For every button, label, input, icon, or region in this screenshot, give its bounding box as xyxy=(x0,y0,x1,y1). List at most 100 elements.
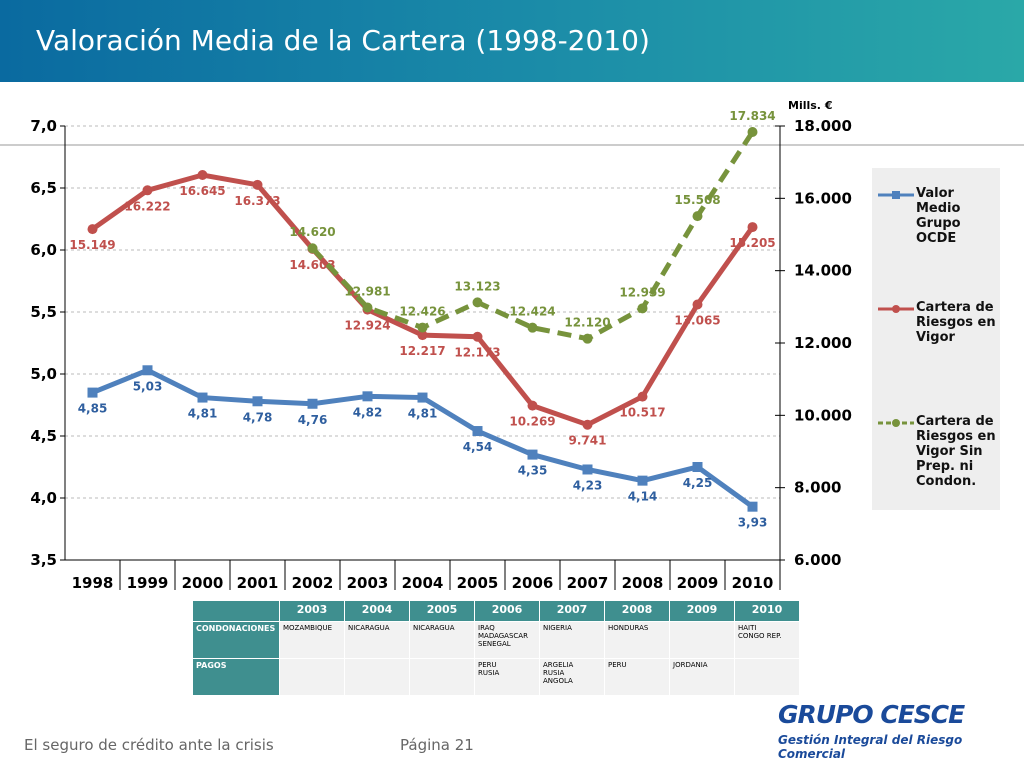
legend-marker xyxy=(892,419,900,427)
x-tick-label: 2004 xyxy=(402,574,444,592)
column-header: 2004 xyxy=(344,600,410,622)
data-label: 14.603 xyxy=(289,258,335,272)
data-label: 13.123 xyxy=(454,279,500,293)
data-label: 3,93 xyxy=(738,516,768,530)
column-header: 2010 xyxy=(734,600,800,622)
table-cell xyxy=(279,658,345,696)
table-cell: IRAQ MADAGASCAR SENEGAL xyxy=(474,621,540,659)
marker xyxy=(582,333,593,344)
table-cell: JORDANIA xyxy=(669,658,735,696)
series-line xyxy=(91,367,754,509)
data-label: 4,81 xyxy=(408,407,438,421)
data-label: 4,54 xyxy=(463,440,493,454)
column-header: 2003 xyxy=(279,600,345,622)
table-cell: PERU RUSIA xyxy=(474,658,540,696)
column-header: 2008 xyxy=(604,600,670,622)
marker xyxy=(252,396,263,407)
table-cell: NICARAGUA xyxy=(409,621,475,659)
marker xyxy=(142,365,153,376)
page-number: Página 21 xyxy=(400,736,474,754)
table-cell xyxy=(734,658,800,696)
marker xyxy=(527,322,538,333)
marker xyxy=(197,392,208,403)
data-label: 4,25 xyxy=(683,476,713,490)
data-label: 12.981 xyxy=(344,285,390,299)
table-cell xyxy=(344,658,410,696)
y-tick-label: 6,0 xyxy=(30,241,57,259)
table-cell: NICARAGUA xyxy=(344,621,410,659)
legend-item: Cartera de Riesgos en Vigor xyxy=(876,300,1000,345)
marker xyxy=(362,302,373,313)
data-label: 16.222 xyxy=(124,199,170,213)
y2-tick-label: 18.000 xyxy=(794,117,852,135)
y2-tick-label: 6.000 xyxy=(794,551,841,569)
marker xyxy=(417,330,428,341)
marker xyxy=(527,449,538,460)
column-header: 2006 xyxy=(474,600,540,622)
marker xyxy=(637,391,648,402)
y2-tick-label: 8.000 xyxy=(794,479,841,497)
table-cell: NIGERIA xyxy=(539,621,605,659)
data-label: 15.205 xyxy=(729,236,775,250)
legend-label: Cartera de Riesgos en Vigor xyxy=(916,300,996,345)
marker xyxy=(692,211,703,222)
x-tick-label: 1998 xyxy=(72,574,114,592)
table-cell xyxy=(409,658,475,696)
data-label: 12.424 xyxy=(509,305,555,319)
marker xyxy=(197,170,208,181)
events-table: 2003 2004 2005 2006 2007 2008 2009 2010 CONDONAC… xyxy=(192,600,800,696)
footer-text: El seguro de crédito ante la crisis xyxy=(24,736,274,754)
data-label: 4,82 xyxy=(353,405,383,419)
marker xyxy=(142,185,153,196)
data-label: 4,23 xyxy=(573,478,603,492)
x-tick-label: 2003 xyxy=(347,574,389,592)
data-label: 12.924 xyxy=(344,319,390,333)
marker xyxy=(307,243,318,254)
legend-label: Cartera de Riesgos en Vigor Sin Prep. ni… xyxy=(916,414,996,489)
data-label: 5,03 xyxy=(133,379,163,393)
legend-item: Cartera de Riesgos en Vigor Sin Prep. ni… xyxy=(876,414,1000,489)
marker xyxy=(417,322,428,333)
y-tick-label: 3,5 xyxy=(30,551,57,569)
y-tick-label: 6,5 xyxy=(30,179,57,197)
marker xyxy=(637,303,648,314)
marker xyxy=(692,462,703,472)
table-row: CONDONACIONES MOZAMBIQUE NICARAGUA NICARAGU… xyxy=(192,621,800,659)
marker xyxy=(87,387,98,398)
table-row: PAGOS PERU RUSIA ARGELIA RUSIA ANGOLA PERU J… xyxy=(192,658,800,696)
legend-swatch xyxy=(878,419,914,427)
legend-swatch xyxy=(878,305,914,313)
y-tick-label: 5,0 xyxy=(30,365,57,383)
x-tick-label: 2009 xyxy=(677,574,719,592)
title-bar xyxy=(0,0,1024,82)
x-tick-label: 2001 xyxy=(237,574,279,592)
column-header: 2007 xyxy=(539,600,605,622)
marker xyxy=(417,392,428,403)
column-header: 2005 xyxy=(409,600,475,622)
y-tick-label: 5,5 xyxy=(30,303,57,321)
column-header: 2009 xyxy=(669,600,735,622)
marker xyxy=(252,179,263,190)
series-line xyxy=(310,130,755,342)
x-tick-label: 1999 xyxy=(127,574,169,592)
data-label: 4,14 xyxy=(628,490,658,504)
table-cell: HAITI CONGO REP. xyxy=(734,621,800,659)
x-tick-label: 2000 xyxy=(182,574,224,592)
table-cell xyxy=(669,621,735,659)
marker xyxy=(747,501,758,512)
y2-unit: Mills. € xyxy=(788,99,832,112)
data-label: 12.217 xyxy=(399,344,445,358)
data-label: 4,35 xyxy=(518,464,548,478)
y-tick-label: 7,0 xyxy=(30,117,57,135)
marker xyxy=(747,222,758,233)
marker xyxy=(637,475,648,486)
logo: GRUPO CESCE xyxy=(778,700,965,729)
x-tick-label: 2008 xyxy=(622,574,664,592)
row-label: PAGOS xyxy=(192,658,280,696)
corner-cell xyxy=(192,600,280,622)
legend-marker xyxy=(892,191,900,199)
data-label: 12.959 xyxy=(619,285,665,299)
x-tick-label: 2006 xyxy=(512,574,554,592)
data-label: 12.173 xyxy=(454,346,500,360)
